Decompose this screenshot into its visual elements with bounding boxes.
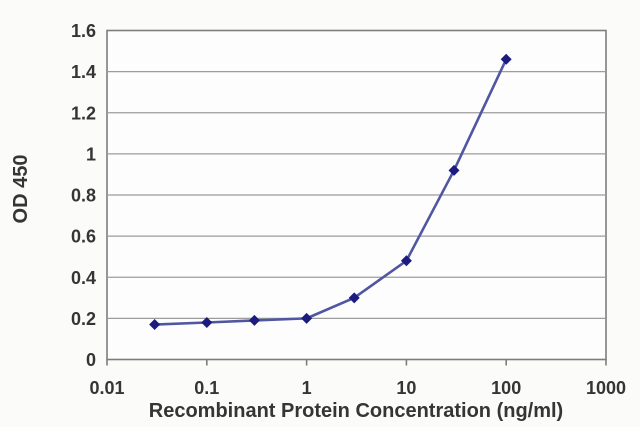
y-tick-label: 1 [86,144,96,164]
y-tick-label: 0.4 [71,268,96,288]
y-tick-label: 1.4 [71,62,96,82]
data-point-marker [248,314,260,326]
x-axis-tick-labels: 0.01 0.1 1 10 100 1000 [89,378,626,398]
y-tick-label: 0.6 [71,227,96,247]
gridlines [107,71,606,319]
data-point-marker [301,312,313,324]
data-point-marker [400,255,412,267]
x-tick-label: 1000 [586,378,626,398]
y-tick-label: 1.6 [71,21,96,41]
data-point-marker [201,316,213,328]
y-tick-label: 0 [86,350,96,370]
x-tick-label: 0.1 [194,378,219,398]
x-axis-title: Recombinant Protein Concentration (ng/ml… [149,400,563,422]
y-tick-label: 1.2 [71,103,96,123]
series-line [154,58,508,326]
data-point-markers [149,53,512,331]
x-tick-marks [106,359,607,366]
y-axis-tick-labels: 0 0.2 0.4 0.6 0.8 1 1.2 1.4 1.6 [71,21,96,370]
x-tick-label: 0.01 [89,378,124,398]
x-tick-label: 1 [302,378,312,398]
y-axis-title: OD 450 [10,155,32,224]
y-tick-label: 0.2 [71,309,96,329]
data-point-marker [149,319,161,331]
data-point-marker [500,53,512,65]
x-tick-label: 10 [396,378,416,398]
x-tick-label: 100 [491,378,521,398]
data-point-marker [448,164,460,176]
y-tick-label: 0.8 [71,186,96,206]
data-point-marker [348,292,360,304]
